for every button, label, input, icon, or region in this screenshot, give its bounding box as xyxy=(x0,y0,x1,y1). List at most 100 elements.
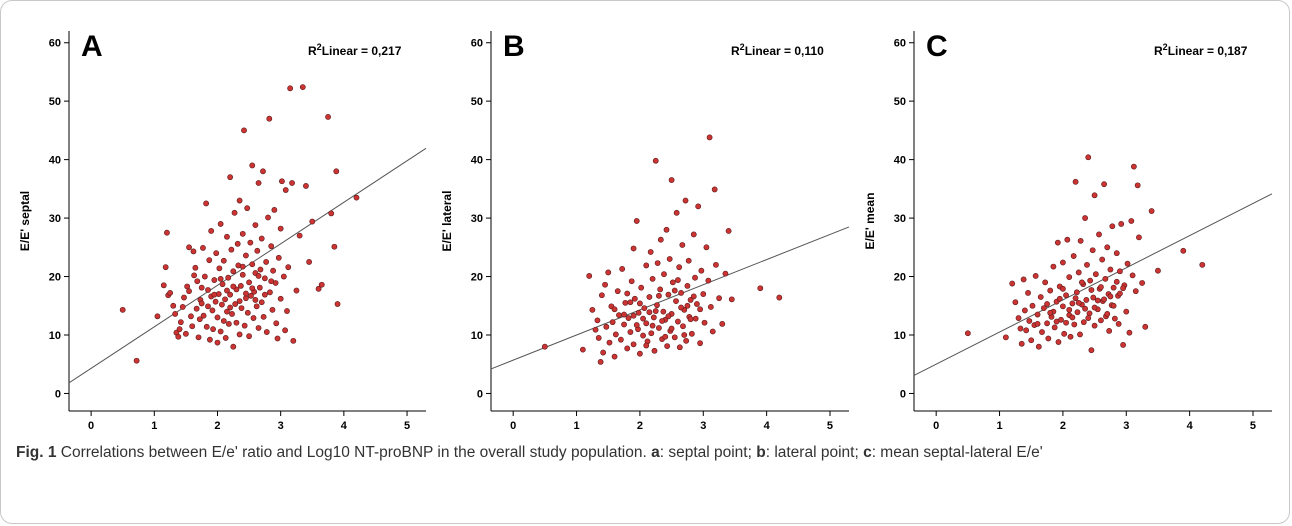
data-point xyxy=(287,85,294,92)
data-point xyxy=(627,329,634,335)
data-point xyxy=(595,335,602,341)
data-point xyxy=(1130,163,1137,170)
data-point xyxy=(1085,154,1092,161)
y-tick-label: 0 xyxy=(55,388,61,400)
data-point xyxy=(172,311,179,317)
data-point xyxy=(1028,337,1035,344)
panel-a: 0 10 20 30 40 50 60 0 1 2 3 4 5 Log10 BNP E/E' septal A… xyxy=(18,30,427,441)
data-point xyxy=(605,269,612,276)
data-point xyxy=(1083,297,1090,303)
data-point xyxy=(709,328,716,335)
data-point xyxy=(261,275,268,282)
data-point xyxy=(1084,261,1090,268)
data-point xyxy=(1087,277,1094,284)
data-point xyxy=(263,259,270,265)
data-point xyxy=(1117,290,1123,297)
data-point xyxy=(256,284,263,291)
data-point xyxy=(1050,263,1057,270)
data-point xyxy=(1110,284,1117,291)
data-point xyxy=(1039,329,1045,335)
data-point xyxy=(239,263,246,270)
data-point xyxy=(309,218,316,225)
data-point xyxy=(698,267,705,274)
x-tick-label: 5 xyxy=(404,420,410,432)
data-point xyxy=(214,339,221,346)
data-point xyxy=(637,300,643,307)
data-point xyxy=(665,291,672,298)
data-point xyxy=(1054,239,1061,246)
data-point xyxy=(211,291,218,298)
x-tick-label: 3 xyxy=(700,420,706,432)
x-tick-label: 4 xyxy=(764,420,771,432)
data-point xyxy=(1132,288,1139,295)
data-point xyxy=(257,266,264,273)
data-point xyxy=(1126,329,1133,336)
data-point xyxy=(220,318,227,324)
data-point xyxy=(641,305,648,312)
data-point xyxy=(673,298,679,304)
data-point xyxy=(1025,290,1031,296)
data-point xyxy=(646,294,653,300)
data-point xyxy=(1101,181,1107,188)
data-point xyxy=(1136,234,1142,241)
data-point xyxy=(668,177,675,183)
caption-a-label: a xyxy=(651,444,660,461)
data-point xyxy=(270,267,276,274)
x-tick-label: 0 xyxy=(933,420,939,432)
data-point xyxy=(227,291,234,298)
data-point xyxy=(1107,293,1114,300)
y-tick-label: 10 xyxy=(471,330,483,342)
data-point xyxy=(211,277,218,283)
data-point xyxy=(594,317,601,324)
data-point xyxy=(222,296,228,303)
data-point xyxy=(1079,279,1085,286)
data-point xyxy=(250,315,257,321)
y-axis-title: E/E' lateral xyxy=(440,191,454,252)
data-point xyxy=(208,228,215,234)
r2-annotation: R2Linear = 0,110 xyxy=(731,42,824,58)
data-point xyxy=(679,242,686,248)
data-point xyxy=(273,320,280,327)
y-tick-label: 40 xyxy=(471,155,483,167)
data-point xyxy=(1099,256,1106,263)
caption-fig-label: Fig. 1 xyxy=(16,444,57,461)
data-point xyxy=(651,347,658,354)
data-point xyxy=(541,343,548,350)
data-point xyxy=(652,157,659,164)
data-point xyxy=(713,261,719,268)
data-point xyxy=(1066,306,1073,313)
data-point xyxy=(249,261,256,268)
data-point xyxy=(274,335,281,342)
data-point xyxy=(664,343,671,350)
data-point xyxy=(690,231,697,238)
data-point xyxy=(265,214,271,221)
data-point xyxy=(263,329,270,335)
data-point xyxy=(640,315,646,322)
data-point xyxy=(589,306,596,313)
data-point xyxy=(649,322,656,329)
data-point xyxy=(222,335,229,341)
y-tick-label: 60 xyxy=(894,38,906,50)
data-point xyxy=(1061,330,1068,337)
data-point xyxy=(1040,305,1047,312)
data-point xyxy=(198,300,205,307)
data-point xyxy=(196,316,203,323)
data-point xyxy=(628,278,635,285)
data-point xyxy=(706,134,713,141)
y-tick-label: 20 xyxy=(894,272,906,284)
regression-line xyxy=(68,147,427,384)
data-point xyxy=(603,323,610,330)
data-point xyxy=(635,309,642,316)
data-point xyxy=(631,295,638,302)
y-axis-title: E/E' mean xyxy=(863,193,877,250)
data-point xyxy=(1072,178,1079,185)
data-point xyxy=(1096,231,1102,238)
data-point xyxy=(224,287,230,294)
data-point xyxy=(687,316,694,323)
data-point xyxy=(1067,333,1074,340)
caption-main-text: Correlations between E/e' ratio and Log1… xyxy=(56,444,652,461)
data-point xyxy=(617,336,624,343)
data-point xyxy=(625,315,632,321)
data-point xyxy=(657,236,664,243)
data-point xyxy=(1035,343,1042,350)
